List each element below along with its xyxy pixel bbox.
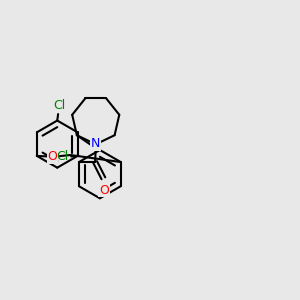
Text: O: O bbox=[99, 184, 109, 196]
Text: Cl: Cl bbox=[56, 150, 68, 163]
Text: N: N bbox=[91, 137, 100, 150]
Text: Cl: Cl bbox=[53, 99, 66, 112]
Text: O: O bbox=[47, 150, 57, 163]
